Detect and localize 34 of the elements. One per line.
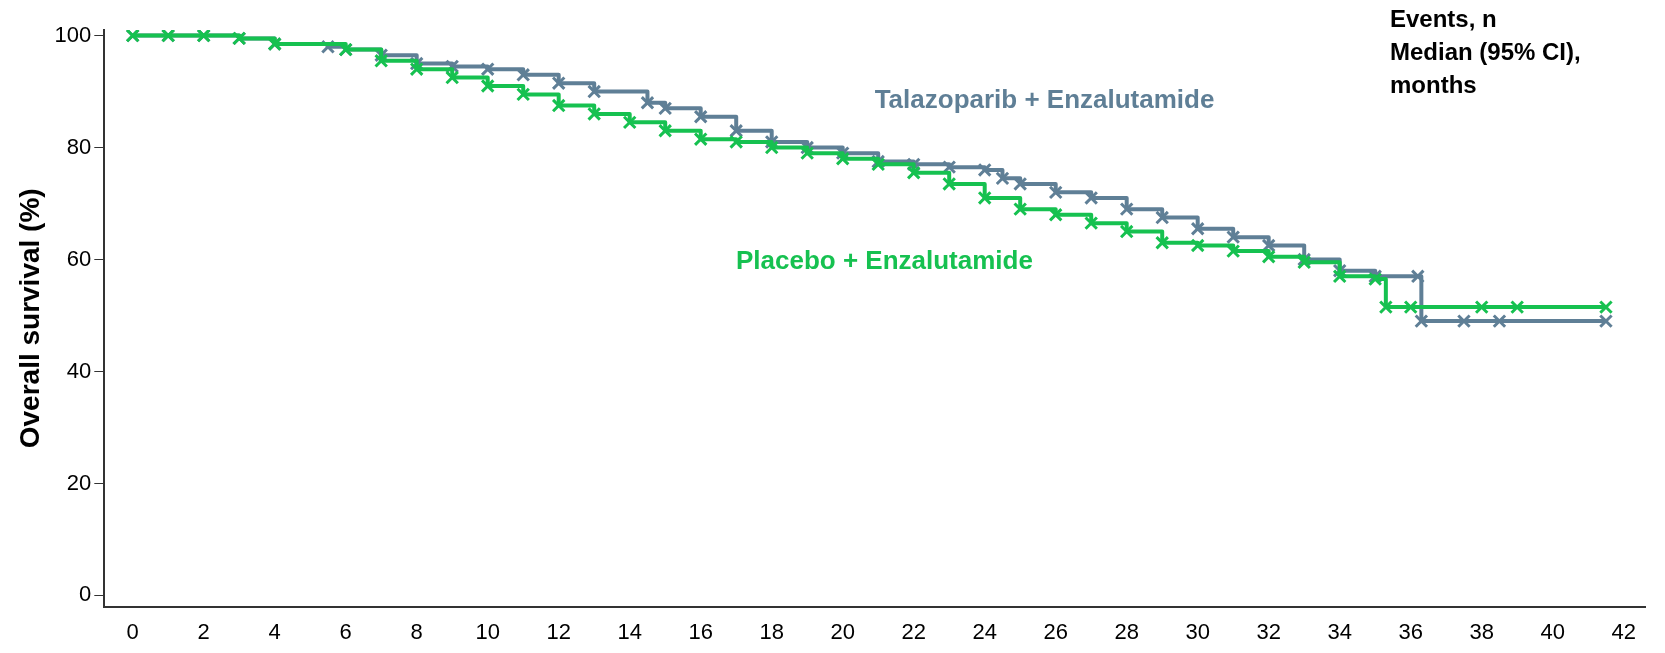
x-tick-label: 26 <box>1043 618 1068 644</box>
y-tick-label: 60 <box>66 245 92 271</box>
annotation: months <box>1390 70 1477 98</box>
x-tick-label: 12 <box>546 618 571 644</box>
x-tick-label: 2 <box>197 618 210 644</box>
x-tick-label: 14 <box>617 618 642 644</box>
y-tick-label: 0 <box>79 581 92 607</box>
x-tick-label: 22 <box>901 618 926 644</box>
x-tick-label: 32 <box>1256 618 1281 644</box>
x-tick-label: 36 <box>1398 618 1423 644</box>
y-tick-label: 40 <box>66 357 92 383</box>
y-tick-label: 100 <box>54 21 92 47</box>
y-axis-title: Overall survival (%) <box>13 188 45 449</box>
x-tick-label: 0 <box>126 618 139 644</box>
x-tick-label: 24 <box>972 618 997 644</box>
x-tick-label: 16 <box>688 618 713 644</box>
x-tick-label: 8 <box>410 618 423 644</box>
x-tick-label: 38 <box>1469 618 1494 644</box>
x-tick-label: 18 <box>759 618 784 644</box>
x-tick-label: 6 <box>339 618 352 644</box>
y-tick-label: 80 <box>66 133 92 159</box>
x-tick-label: 40 <box>1540 618 1565 644</box>
x-tick-label: 34 <box>1327 618 1352 644</box>
x-tick-label: 20 <box>830 618 855 644</box>
y-tick-label: 20 <box>66 469 92 495</box>
x-tick-label: 4 <box>268 618 281 644</box>
annotation: Median (95% CI), <box>1390 37 1581 65</box>
series-label: Talazoparib + Enzalutamide <box>874 83 1215 114</box>
x-tick-label: 42 <box>1611 618 1636 644</box>
annotation: Events, n <box>1390 4 1497 32</box>
x-tick-label: 28 <box>1114 618 1139 644</box>
x-tick-label: 30 <box>1185 618 1210 644</box>
series-label: Placebo + Enzalutamide <box>735 245 1033 276</box>
x-tick-label: 10 <box>475 618 500 644</box>
